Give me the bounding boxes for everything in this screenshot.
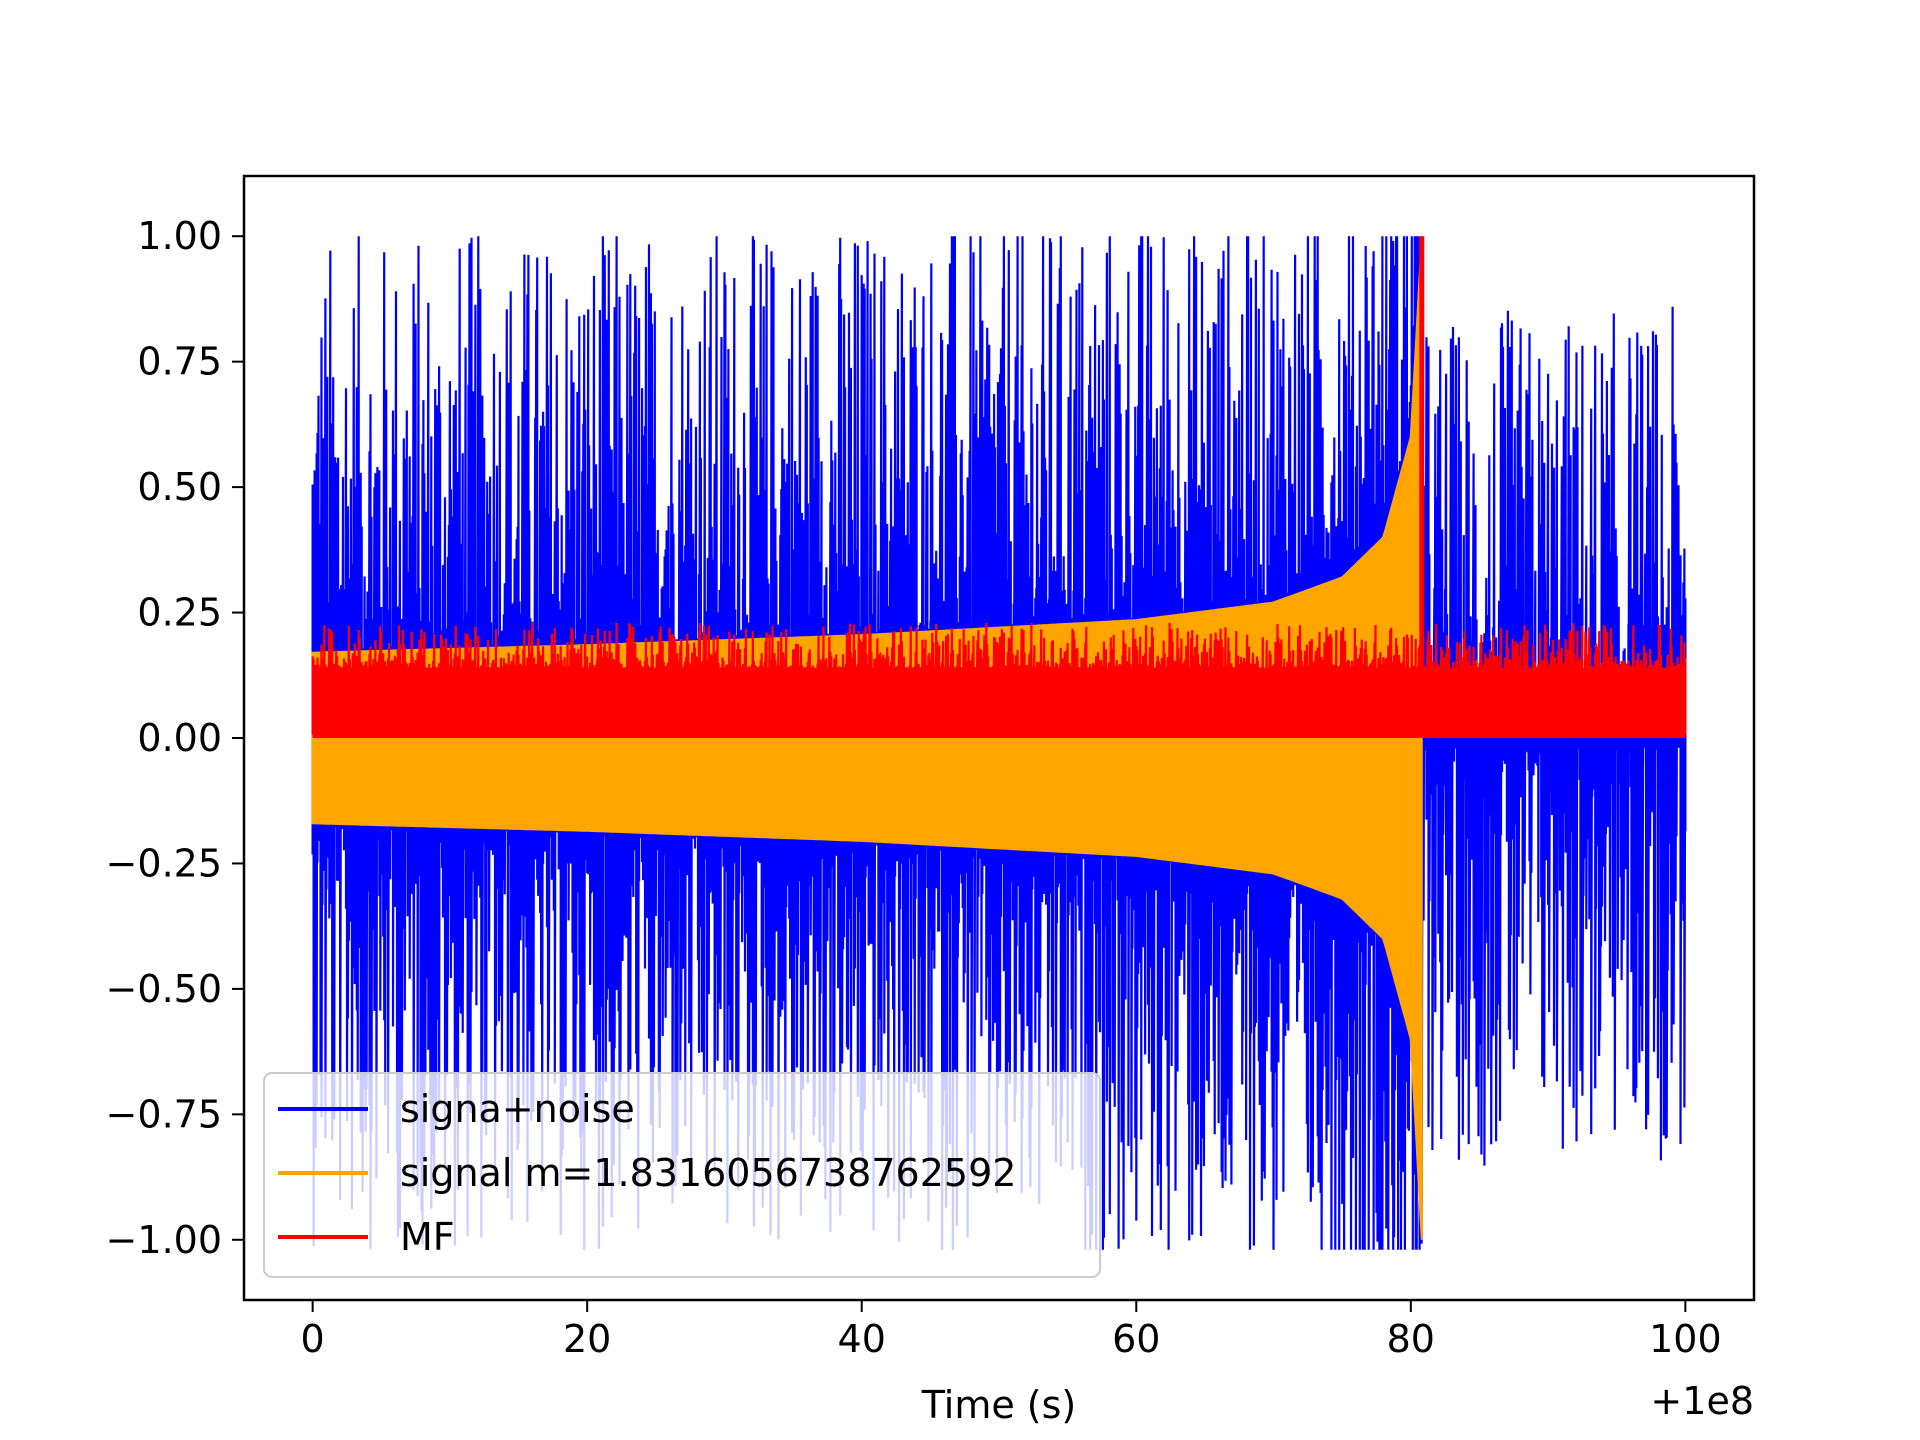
y-tick-label: −1.00 [106,1218,222,1262]
y-tick-label: 0.00 [137,716,222,760]
y-tick-label: −0.75 [106,1092,222,1136]
legend-box [263,1072,1101,1278]
x-axis: 0 20 40 60 80 100 [301,1300,1722,1361]
y-tick-label: 0.50 [137,465,222,509]
x-tick-label: 20 [563,1317,611,1361]
x-tick-label: 80 [1387,1317,1435,1361]
legend-label: signa+noise [400,1087,635,1131]
y-tick-label: −0.50 [106,967,222,1011]
x-tick-label: 60 [1112,1317,1160,1361]
x-axis-label: Time (s) [921,1383,1077,1427]
x-axis-offset-label: +1e8 [1650,1379,1754,1423]
x-tick-label: 40 [838,1317,886,1361]
series-mf-band [312,670,1686,738]
y-tick-label: 1.00 [137,214,222,258]
y-axis: 1.00 0.75 0.50 0.25 0.00 −0.25 −0.50 −0.75 −1.00 [106,214,244,1262]
legend: signa+noise signal m=1.8316056738762592 MF [263,1072,1101,1278]
legend-label: signal m=1.8316056738762592 [400,1151,1016,1195]
x-tick-label: 0 [301,1317,325,1361]
y-tick-label: 0.25 [137,591,222,635]
y-tick-label: 0.75 [137,340,222,384]
series-mf [311,236,1687,739]
legend-label: MF [400,1215,455,1259]
y-tick-label: −0.25 [106,841,222,885]
x-tick-label: 100 [1649,1317,1722,1361]
